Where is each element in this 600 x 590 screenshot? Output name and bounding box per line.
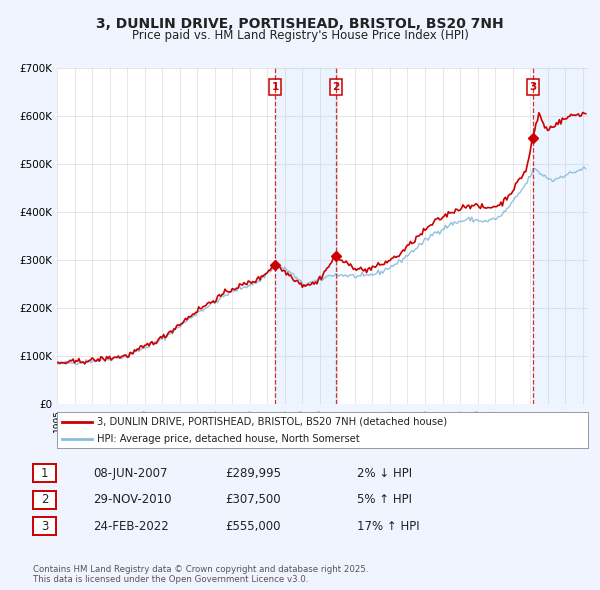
Text: Price paid vs. HM Land Registry's House Price Index (HPI): Price paid vs. HM Land Registry's House … [131, 29, 469, 42]
Text: 1: 1 [271, 82, 278, 92]
Text: £289,995: £289,995 [225, 467, 281, 480]
Text: 2% ↓ HPI: 2% ↓ HPI [357, 467, 412, 480]
Text: 1: 1 [41, 467, 48, 480]
Bar [275, 68, 336, 404]
Text: £555,000: £555,000 [225, 520, 281, 533]
Text: 3: 3 [41, 520, 48, 533]
Text: £307,500: £307,500 [225, 493, 281, 506]
Text: HPI: Average price, detached house, North Somerset: HPI: Average price, detached house, Nort… [97, 434, 359, 444]
Text: 3, DUNLIN DRIVE, PORTISHEAD, BRISTOL, BS20 7NH (detached house): 3, DUNLIN DRIVE, PORTISHEAD, BRISTOL, BS… [97, 417, 447, 427]
Text: Contains HM Land Registry data © Crown copyright and database right 2025.
This d: Contains HM Land Registry data © Crown c… [33, 565, 368, 584]
Text: 29-NOV-2010: 29-NOV-2010 [93, 493, 172, 506]
Bar [533, 68, 588, 404]
Text: 3: 3 [529, 82, 536, 92]
Text: 3, DUNLIN DRIVE, PORTISHEAD, BRISTOL, BS20 7NH: 3, DUNLIN DRIVE, PORTISHEAD, BRISTOL, BS… [96, 17, 504, 31]
Text: 5% ↑ HPI: 5% ↑ HPI [357, 493, 412, 506]
Text: 2: 2 [41, 493, 48, 506]
Text: 17% ↑ HPI: 17% ↑ HPI [357, 520, 419, 533]
Text: 08-JUN-2007: 08-JUN-2007 [93, 467, 167, 480]
Text: 24-FEB-2022: 24-FEB-2022 [93, 520, 169, 533]
Text: 2: 2 [332, 82, 340, 92]
